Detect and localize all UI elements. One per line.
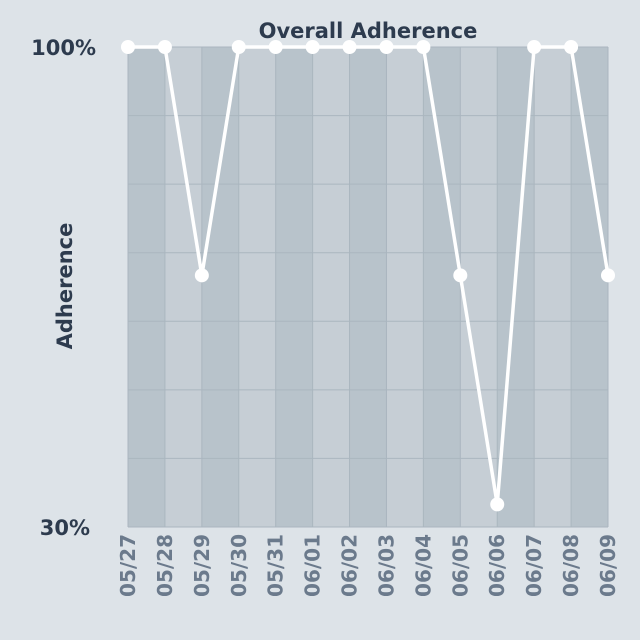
x-tick-label: 05/28	[153, 534, 177, 597]
data-point	[527, 40, 542, 54]
data-point	[231, 40, 246, 54]
x-tick-label: 06/05	[448, 534, 472, 597]
data-point	[601, 268, 615, 283]
data-point	[342, 40, 357, 54]
y-tick-min: 30%	[40, 516, 90, 540]
plot-column-band	[349, 47, 387, 527]
plot-gridlines	[127, 46, 609, 528]
x-tick-label: 05/29	[190, 534, 214, 597]
data-point	[121, 40, 135, 54]
x-tick-label: 05/31	[264, 534, 288, 597]
plot-column-band	[534, 47, 572, 527]
x-tick-label: 06/09	[596, 534, 620, 597]
plot-columns	[128, 47, 608, 527]
data-point	[157, 40, 172, 54]
x-tick-label: 06/07	[522, 534, 546, 597]
x-tick-label: 06/01	[301, 534, 325, 597]
x-tick-label: 06/06	[485, 534, 509, 597]
plot-column-band	[275, 47, 313, 527]
y-tick-max: 100%	[31, 36, 96, 60]
chart-title: Overall Adherence	[259, 19, 478, 43]
series-line	[128, 45, 610, 507]
plot-column-band	[312, 47, 350, 527]
data-point	[564, 40, 579, 54]
x-tick-label: 06/03	[374, 534, 398, 597]
data-point	[379, 40, 394, 54]
plot-column-band	[423, 47, 461, 527]
x-tick-labels: 05/27 05/28 05/29 05/30 05/31 06/01 06/02 06/03…	[116, 534, 620, 597]
plot-column-band	[128, 47, 165, 527]
y-axis-label: Adherence	[53, 223, 77, 350]
plot-column-band	[460, 47, 498, 527]
series-markers	[121, 40, 615, 512]
x-tick-label: 05/30	[227, 534, 251, 597]
data-point	[490, 497, 505, 512]
plot-column-band	[238, 47, 276, 527]
data-point	[416, 40, 431, 54]
plot-column-band	[164, 47, 202, 527]
x-tick-label: 06/08	[559, 534, 583, 597]
data-point	[453, 268, 468, 283]
x-tick-label: 06/04	[411, 534, 435, 597]
data-point	[268, 40, 283, 54]
data-point	[194, 268, 209, 283]
x-tick-label: 05/27	[116, 534, 140, 597]
plot-column-band	[201, 47, 239, 527]
data-point	[305, 40, 320, 54]
plot-column-band	[571, 47, 608, 527]
x-tick-label: 06/02	[338, 534, 362, 597]
plot-column-band	[386, 47, 424, 527]
